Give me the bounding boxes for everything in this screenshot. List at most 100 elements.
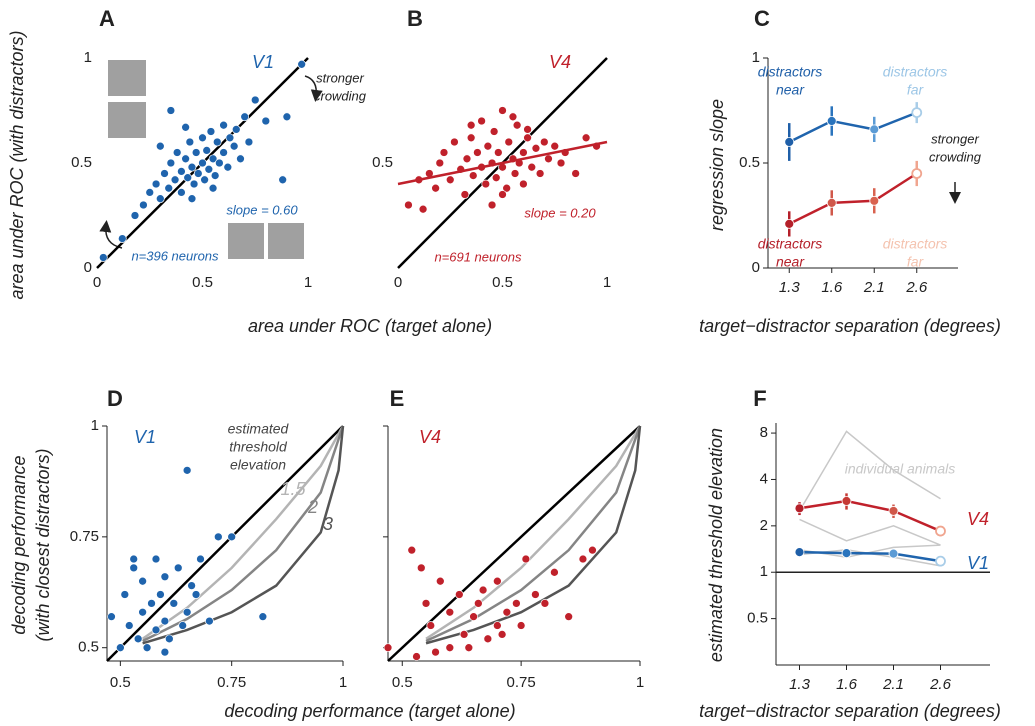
point — [244, 137, 254, 147]
note: crowding — [314, 88, 367, 103]
point — [841, 548, 852, 559]
point — [550, 567, 559, 577]
point — [200, 175, 209, 185]
point — [519, 148, 528, 157]
point — [535, 169, 545, 178]
point — [107, 612, 116, 622]
point — [556, 158, 566, 168]
point — [160, 616, 170, 626]
series-line — [799, 550, 941, 563]
point — [236, 154, 245, 164]
point — [498, 106, 507, 115]
point — [477, 116, 486, 126]
point — [116, 643, 125, 653]
x-axis-label: target−distractor separation (degrees) — [699, 316, 1001, 336]
x-tick-label: 1.3 — [779, 279, 801, 296]
threshold-curve — [425, 425, 642, 643]
point — [464, 643, 474, 653]
note: stronger — [931, 131, 979, 146]
point — [145, 188, 155, 197]
point — [191, 590, 201, 599]
x-tick-label: 2.1 — [863, 279, 885, 296]
point — [219, 148, 228, 157]
point — [117, 234, 127, 243]
point — [138, 576, 147, 586]
y-tick-label: 0 — [84, 259, 92, 276]
y-tick-label: 0.5 — [71, 154, 92, 171]
annotation: near — [776, 82, 805, 98]
x-tick-label: 0.5 — [110, 674, 131, 691]
point — [142, 643, 152, 653]
point — [250, 95, 260, 105]
point — [460, 190, 470, 199]
annotation: distractors — [883, 236, 948, 252]
point — [439, 148, 449, 157]
curve-title: elevation — [230, 457, 286, 473]
x-tick-label: 0 — [394, 274, 402, 291]
point — [431, 183, 440, 193]
y-tick-label: 8 — [760, 424, 768, 441]
point — [169, 599, 179, 608]
x-tick-label: 0.75 — [217, 674, 246, 691]
point — [435, 576, 445, 586]
x-tick-label: 1.6 — [821, 279, 843, 296]
point — [133, 634, 143, 644]
point — [166, 158, 176, 168]
point — [571, 169, 581, 178]
y-tick-label: 1 — [752, 49, 760, 66]
x-axis-label: target−distractor separation (degrees) — [699, 701, 1001, 721]
point — [497, 630, 507, 639]
point — [155, 141, 165, 151]
y-axis-label: decoding performance — [9, 455, 29, 634]
point — [178, 621, 188, 630]
y-tick-label: 0 — [752, 259, 760, 276]
point — [208, 154, 218, 164]
stimulus-thumbnail — [108, 102, 146, 138]
y-tick-label: 0.5 — [747, 610, 768, 627]
annotation: distractors — [883, 64, 948, 80]
x-tick-label: 1.6 — [836, 676, 858, 693]
point — [544, 154, 553, 164]
point — [489, 127, 499, 136]
point — [198, 133, 207, 143]
point — [225, 133, 235, 143]
point — [213, 532, 223, 542]
stimulus-thumbnail — [268, 223, 304, 259]
point — [227, 532, 237, 542]
panel-letter: F — [753, 386, 766, 411]
y-tick-label: 4 — [760, 470, 768, 487]
panel-letter: E — [390, 386, 405, 411]
annotation: far — [907, 82, 925, 98]
annotation: slope = 0.20 — [524, 205, 596, 220]
point — [502, 183, 512, 193]
point — [481, 179, 491, 189]
stimulus-thumbnail — [108, 60, 146, 96]
point — [841, 496, 852, 506]
point — [466, 120, 476, 130]
y-tick-label: 0.5 — [78, 639, 99, 656]
point — [784, 218, 795, 229]
animal-line — [799, 518, 941, 546]
x-tick-label: 0 — [93, 274, 101, 291]
curve-label: 2 — [307, 497, 318, 517]
point — [581, 133, 591, 143]
point — [204, 164, 214, 174]
point — [181, 154, 190, 164]
point — [794, 503, 805, 514]
point — [531, 143, 541, 153]
x-tick-label: 2.6 — [929, 676, 952, 693]
point — [407, 545, 417, 555]
regression-line — [397, 140, 608, 186]
identity-line — [106, 425, 344, 662]
point — [502, 607, 512, 617]
animal-line — [799, 544, 941, 559]
annotation: distractors — [758, 236, 823, 252]
point — [139, 200, 148, 210]
point — [478, 585, 488, 595]
annotation: near — [776, 254, 805, 270]
point — [911, 107, 923, 118]
point — [182, 607, 192, 617]
y-tick-label: 0.5 — [739, 154, 760, 171]
point — [869, 195, 880, 206]
x-tick-label: 1 — [636, 674, 644, 691]
